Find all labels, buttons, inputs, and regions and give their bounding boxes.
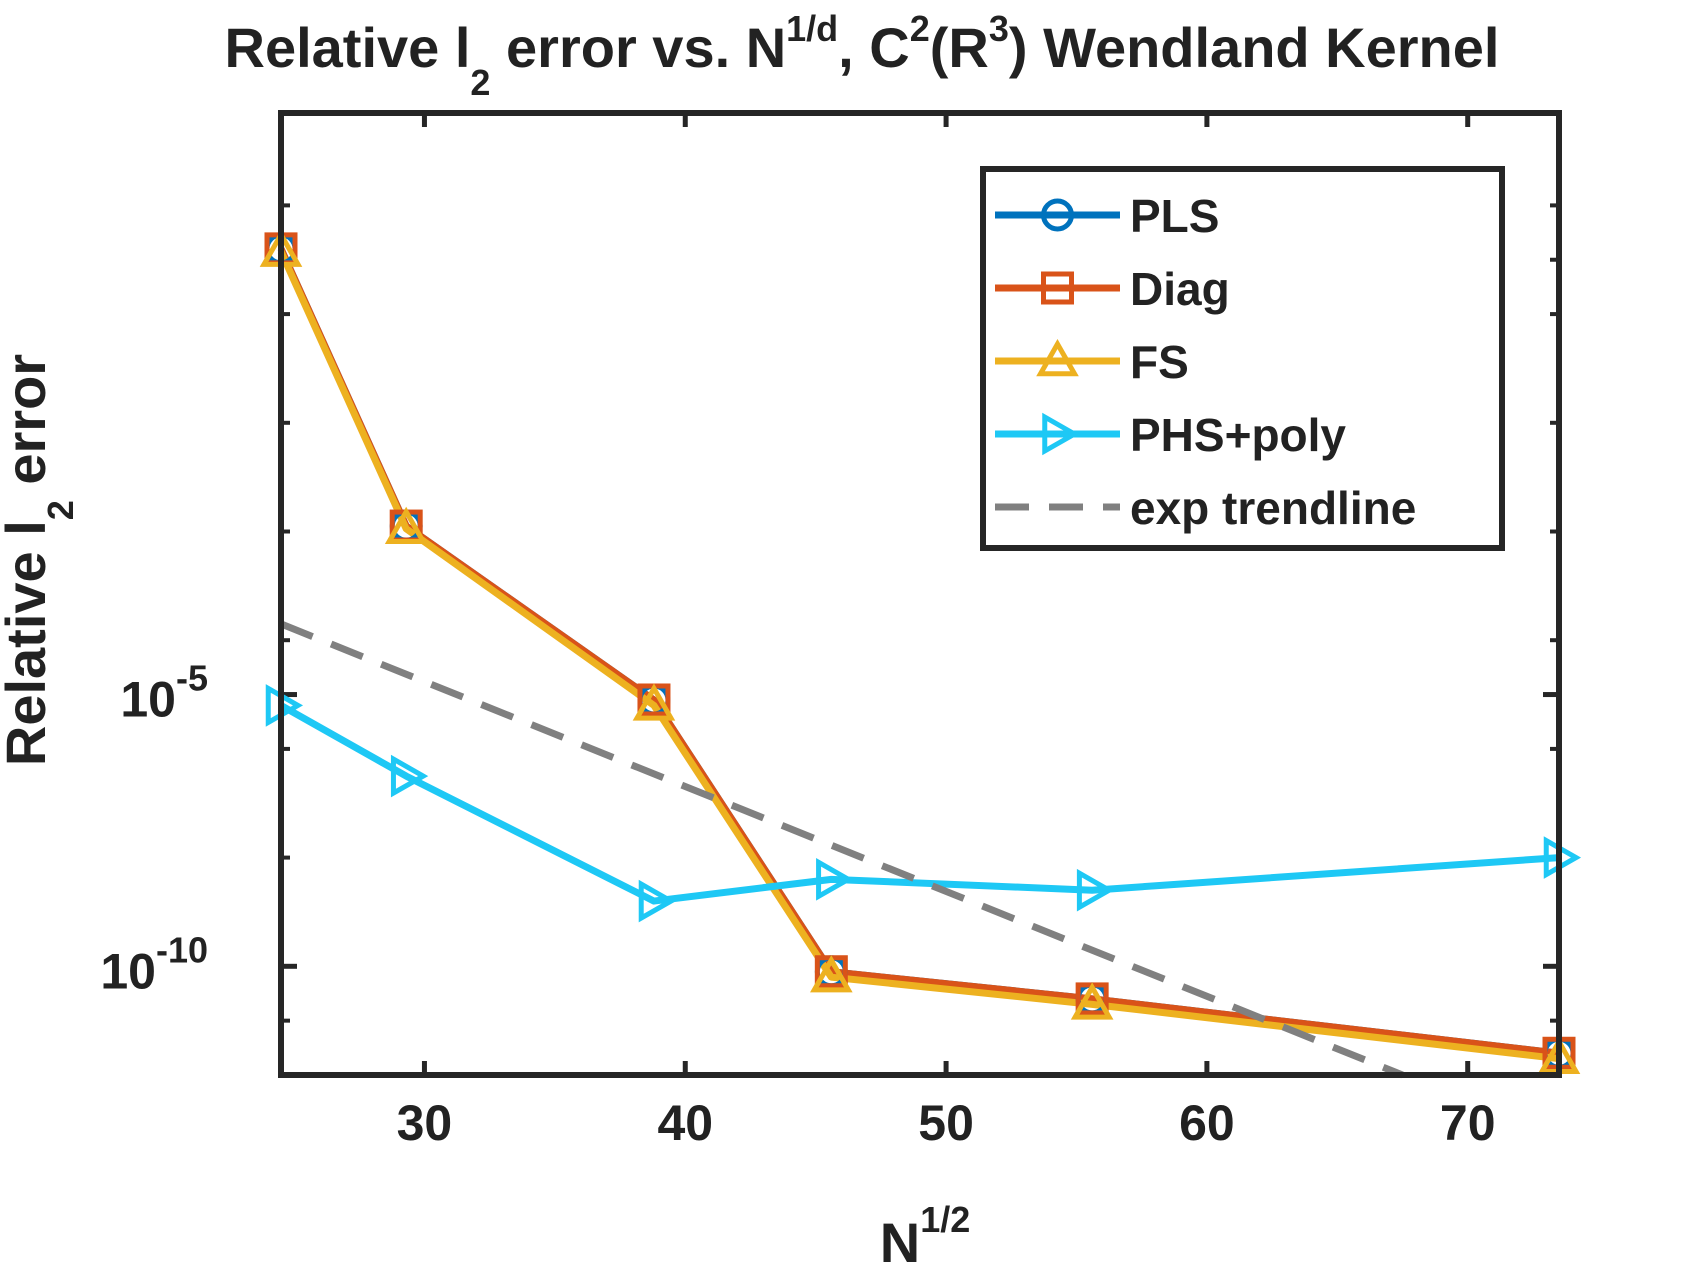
legend-marker (1041, 198, 1074, 232)
data-point-fs (810, 955, 853, 993)
data-point-fs (384, 506, 428, 545)
data-point-phs-poly (638, 879, 677, 923)
x-tick-label: 40 (657, 1095, 713, 1151)
data-point-phs-poly (1076, 868, 1115, 912)
legend: PLS Diag FS PHS+poly exp trendline (980, 166, 1505, 551)
series-line-exp-trendline (279, 620, 1404, 1079)
legend-marker (1041, 271, 1074, 305)
lines-layer (277, 247, 1560, 1079)
legend-label: Diag (1130, 263, 1230, 315)
data-point-fs (1070, 982, 1114, 1020)
y-axis-label: Relative l2 error (0, 354, 81, 766)
legend-label: PHS+poly (1130, 409, 1346, 461)
legend-marker (1036, 338, 1079, 377)
y-tick-label: 10-5 (120, 658, 208, 728)
x-tick-label: 30 (397, 1095, 453, 1151)
series-line-fs (277, 250, 1560, 1063)
x-tick-label: 60 (1179, 1095, 1235, 1151)
data-point-phs-poly (390, 754, 429, 798)
legend-marker (1042, 412, 1080, 456)
plot-area-frame (278, 110, 1562, 1078)
legend-label: exp trendline (1130, 482, 1416, 534)
y-tick-label: 10-10 (100, 929, 208, 999)
chart-title: Relative l2 error vs. N1/d, C2(R3) Wendl… (225, 8, 1500, 103)
x-tick-label: 50 (918, 1095, 974, 1151)
x-axis-label: N1/2 (880, 1199, 971, 1270)
data-point-fs (632, 683, 676, 721)
x-tick-label: 70 (1440, 1095, 1496, 1151)
series-line-phs-poly (279, 702, 1560, 905)
ticks-layer: 30 40 50 60 70 10-5 10-10 (100, 113, 1559, 1151)
legend-label: PLS (1130, 190, 1219, 242)
legend-label: FS (1130, 336, 1189, 388)
data-point-phs-poly (816, 858, 854, 901)
